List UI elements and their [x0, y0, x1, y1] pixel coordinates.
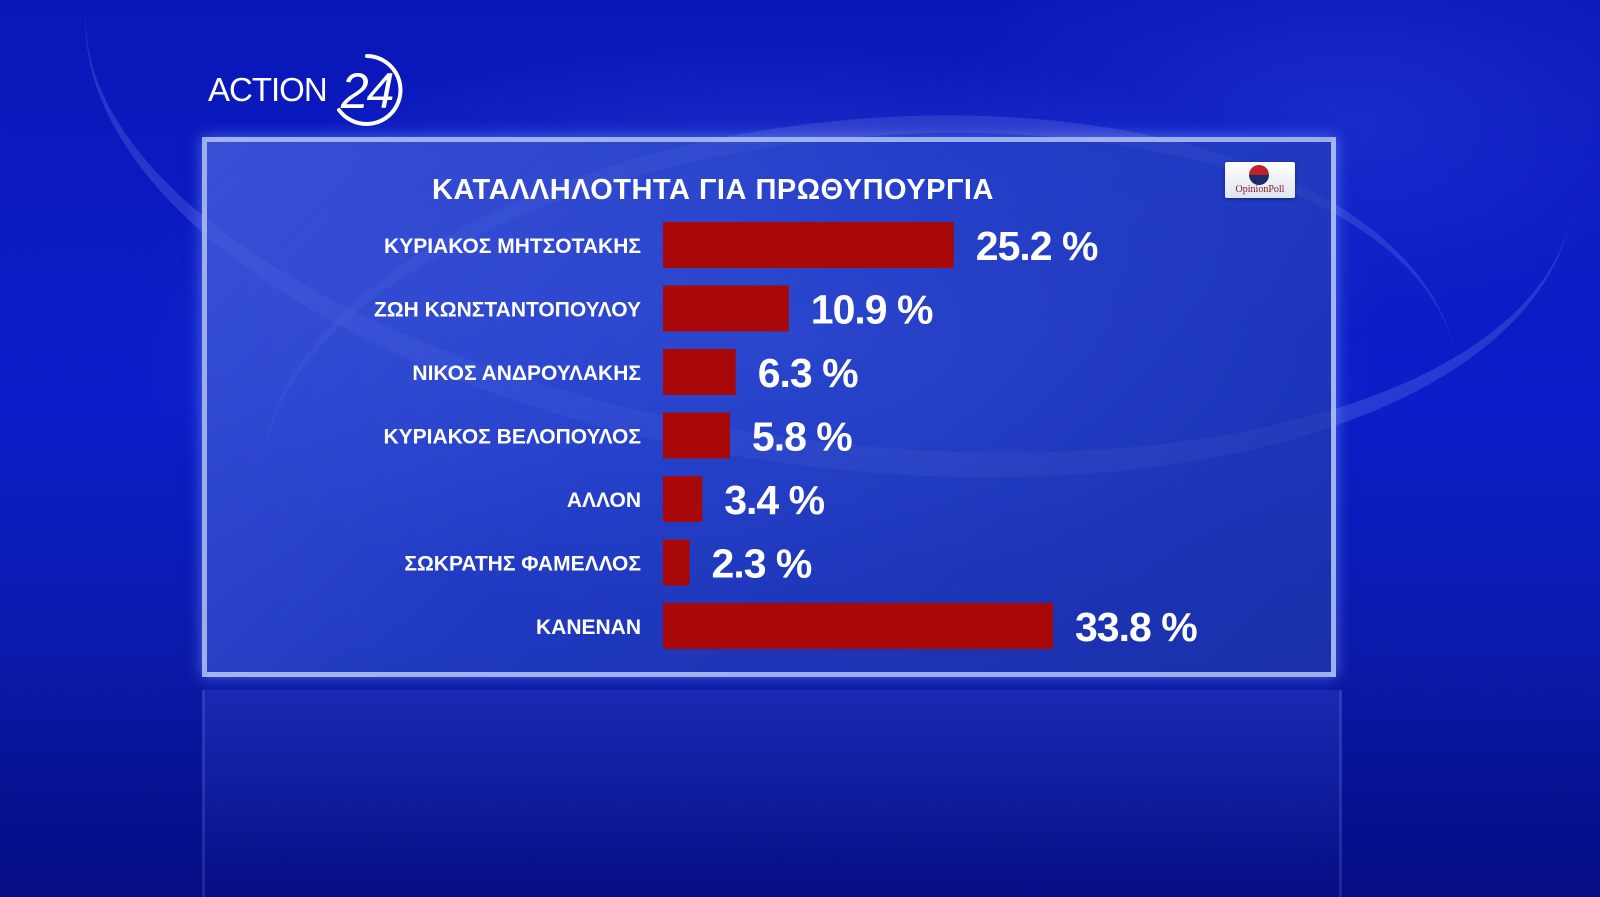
category-label: ΖΩΗ ΚΩΝΣΤΑΝΤΟΠΟΥΛΟΥ — [374, 299, 641, 322]
category-label: ΚΑΝΕΝΑΝ — [536, 616, 641, 639]
logo-number: 24 — [340, 63, 395, 119]
category-label: ΝΙΚΟΣ ΑΝΔΡΟΥΛΑΚΗΣ — [412, 362, 641, 385]
bar — [663, 412, 730, 459]
bar — [663, 476, 703, 522]
studio-floor — [0, 655, 1600, 897]
chart-title: ΚΑΤΑΛΛΗΛΟΤΗΤΑ ΓΙΑ ΠΡΩΘΥΠΟΥΡΓΙΑ — [432, 174, 994, 206]
opinionpoll-text: OpinionPoll — [1235, 184, 1285, 195]
panel-reflection — [202, 690, 1342, 897]
bar — [663, 539, 690, 586]
category-label: ΚΥΡΙΑΚΟΣ ΒΕΛΟΠΟΥΛΟΣ — [384, 426, 642, 449]
action24-logo: ACTION 24 — [208, 52, 405, 128]
value-label: 25.2 % — [976, 223, 1098, 269]
category-label: ΑΛΛΟΝ — [567, 489, 641, 512]
logo-action-text: ACTION — [208, 71, 328, 108]
value-label: 2.3 % — [712, 541, 812, 587]
bar — [663, 285, 789, 332]
value-label: 10.9 % — [811, 287, 933, 333]
opinionpoll-dot-icon — [1249, 165, 1269, 185]
logo-ring: 24 — [329, 52, 405, 128]
logo-ring-icon — [336, 54, 403, 126]
value-label: 33.8 % — [1075, 604, 1197, 650]
value-label: 3.4 % — [724, 477, 824, 523]
value-label: 6.3 % — [758, 350, 858, 396]
category-label: ΣΩΚΡΑΤΗΣ ΦΑΜΕΛΛΟΣ — [404, 553, 641, 576]
bar — [663, 349, 736, 395]
category-label: ΚΥΡΙΑΚΟΣ ΜΗΤΣΟΤΑΚΗΣ — [384, 235, 641, 258]
bar — [663, 222, 954, 268]
value-label: 5.8 % — [752, 414, 852, 460]
opinionpoll-logo: OpinionPoll — [1225, 162, 1295, 198]
bar — [663, 603, 1053, 649]
